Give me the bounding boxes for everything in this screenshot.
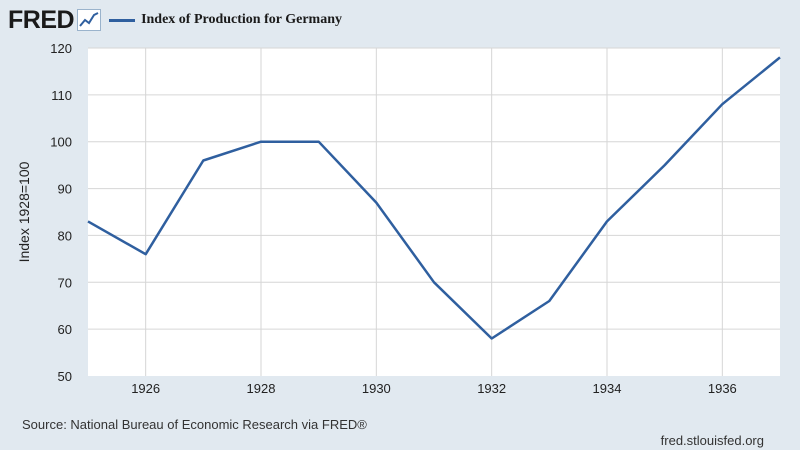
y-tick-label: 120 — [50, 41, 72, 56]
data-point[interactable] — [257, 138, 265, 146]
x-tick-label: 1926 — [131, 381, 160, 396]
legend-label: Index of Production for Germany — [141, 12, 342, 27]
data-point[interactable] — [776, 53, 784, 61]
y-axis-ticks: 50 60 70 80 90 100 110 120 — [50, 41, 72, 384]
series — [84, 53, 784, 343]
x-axis-ticks: 1926 1928 1930 1932 1934 1936 — [131, 381, 737, 396]
x-tick-label: 1932 — [477, 381, 506, 396]
x-tick-label: 1930 — [362, 381, 391, 396]
header: FRED Index of Production for Germany — [8, 6, 342, 34]
data-point[interactable] — [199, 156, 207, 164]
data-point[interactable] — [430, 278, 438, 286]
data-point[interactable] — [84, 217, 92, 225]
data-point[interactable] — [488, 335, 496, 343]
legend-swatch — [109, 18, 136, 22]
x-tick-label: 1928 — [247, 381, 276, 396]
x-tick-label: 1936 — [708, 381, 737, 396]
source-note: Source: National Bureau of Economic Rese… — [22, 417, 367, 432]
data-point[interactable] — [718, 100, 726, 108]
y-tick-label: 50 — [58, 369, 72, 384]
site-url[interactable]: fred.stlouisfed.org — [660, 433, 764, 448]
plot-area — [88, 48, 780, 376]
data-point[interactable] — [142, 250, 150, 258]
legend[interactable]: Index of Production for Germany — [109, 12, 342, 28]
data-point[interactable] — [315, 138, 323, 146]
y-axis-label: Index 1928=100 — [16, 161, 32, 263]
y-tick-label: 100 — [50, 135, 72, 150]
data-point[interactable] — [545, 297, 553, 305]
y-tick-label: 60 — [58, 322, 72, 337]
fred-logo[interactable]: FRED — [8, 5, 75, 34]
y-tick-label: 80 — [58, 228, 72, 243]
data-point[interactable] — [372, 199, 380, 207]
series-line[interactable] — [87, 56, 781, 340]
grid — [88, 47, 780, 376]
y-tick-label: 90 — [58, 182, 72, 197]
y-tick-label: 70 — [58, 275, 72, 290]
chart-line-icon — [77, 9, 102, 31]
data-point[interactable] — [661, 161, 669, 169]
x-tick-label: 1934 — [593, 381, 622, 396]
y-tick-label: 110 — [51, 88, 72, 103]
data-point[interactable] — [603, 217, 611, 225]
